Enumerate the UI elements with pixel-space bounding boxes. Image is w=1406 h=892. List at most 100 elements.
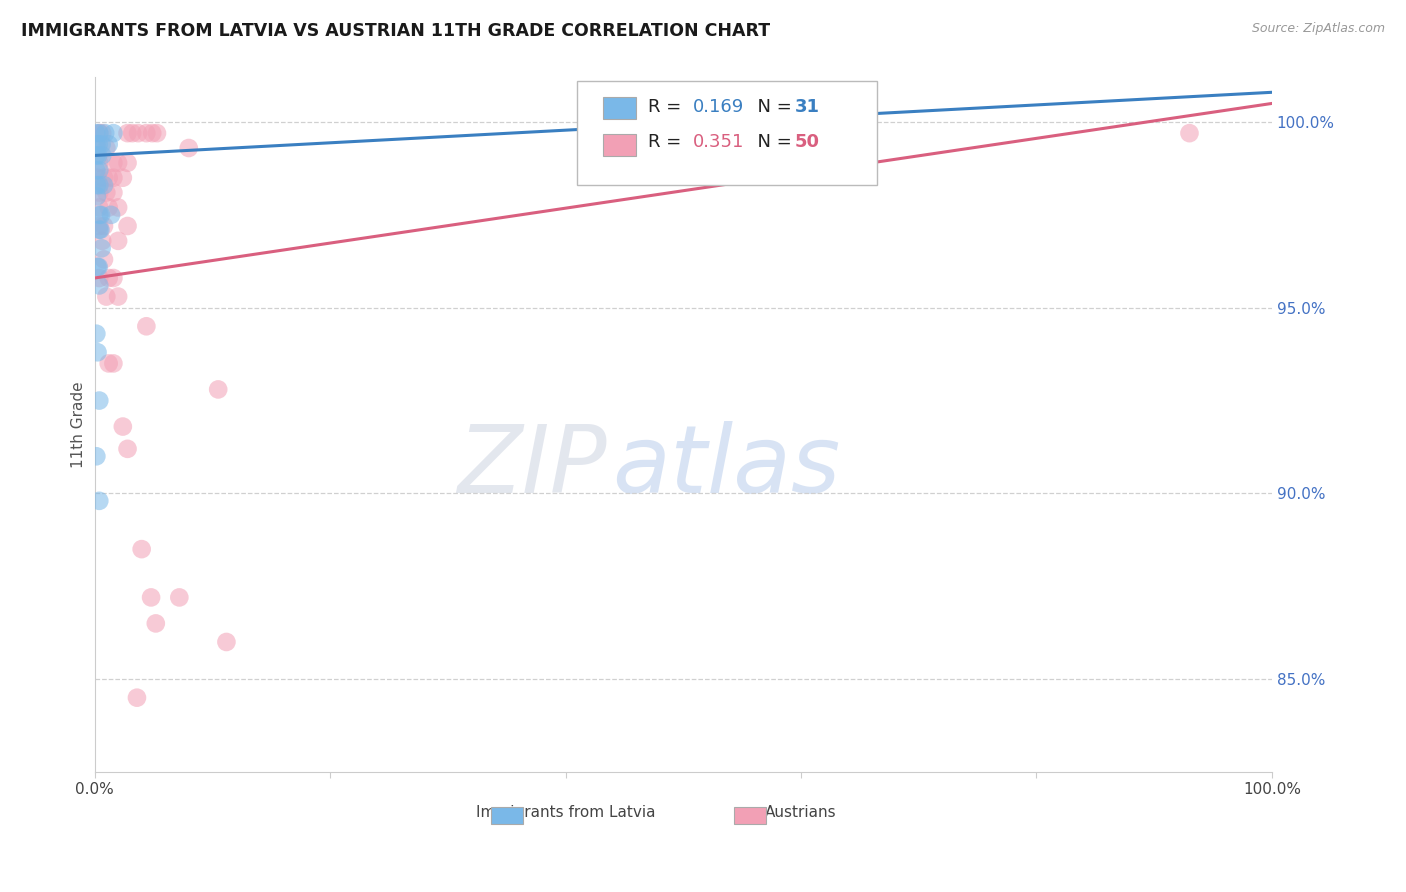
Point (111, 170, 134, 185)
Point (111, 419, 134, 434)
Point (86, 260, 108, 274)
Text: 0.351: 0.351 (693, 133, 744, 151)
Point (103, 186, 125, 200)
Point (100, 208, 122, 222)
Point (86, 148, 108, 162)
Point (86, 141, 108, 155)
Point (91, 234, 114, 248)
Point (86, 326, 108, 341)
Point (97, 137, 120, 152)
Point (89, 223, 111, 237)
Point (91, 126, 114, 140)
Point (86, 178, 108, 193)
Point (117, 442, 139, 456)
Text: Source: ZipAtlas.com: Source: ZipAtlas.com (1251, 22, 1385, 36)
Point (139, 591, 162, 605)
Text: 31: 31 (794, 98, 820, 116)
Point (96, 141, 118, 155)
Point (103, 271, 125, 285)
Point (89, 201, 111, 215)
Point (93, 252, 115, 267)
Point (87, 260, 110, 274)
Point (86, 345, 108, 359)
Point (89, 223, 111, 237)
Point (146, 126, 169, 140)
Point (93, 170, 115, 185)
FancyBboxPatch shape (491, 806, 523, 824)
Point (131, 542, 153, 557)
Point (127, 126, 149, 140)
Point (135, 319, 157, 334)
Point (103, 156, 125, 170)
Text: 50: 50 (794, 133, 820, 151)
Point (97, 356, 120, 370)
Point (86, 189, 108, 203)
Text: 0.169: 0.169 (693, 98, 744, 116)
Text: atlas: atlas (613, 421, 841, 512)
Point (89, 126, 111, 140)
Point (89, 219, 111, 233)
Point (103, 170, 125, 185)
Text: IMMIGRANTS FROM LATVIA VS AUSTRIAN 11TH GRADE CORRELATION CHART: IMMIGRANTS FROM LATVIA VS AUSTRIAN 11TH … (21, 22, 770, 40)
Point (121, 126, 143, 140)
Point (125, 690, 148, 705)
Point (93, 219, 115, 233)
Point (97, 271, 120, 285)
Text: ZIP: ZIP (457, 421, 607, 512)
Point (93, 178, 115, 193)
Point (117, 219, 139, 233)
Point (141, 126, 163, 140)
Point (107, 289, 129, 303)
FancyBboxPatch shape (603, 134, 636, 156)
Text: Immigrants from Latvia: Immigrants from Latvia (475, 805, 655, 820)
Point (89, 208, 111, 222)
Point (177, 141, 200, 155)
Point (96, 186, 118, 200)
Point (86, 450, 108, 464)
Point (89, 126, 111, 140)
Point (89, 271, 111, 285)
Text: N =: N = (745, 133, 797, 151)
FancyBboxPatch shape (734, 806, 766, 824)
Point (207, 383, 229, 397)
Point (90, 208, 112, 222)
Point (107, 201, 129, 215)
Point (107, 156, 129, 170)
Y-axis label: 11th Grade: 11th Grade (72, 382, 86, 468)
FancyBboxPatch shape (603, 97, 636, 120)
Point (91, 148, 114, 162)
Point (135, 126, 157, 140)
Point (89, 156, 111, 170)
Point (89, 186, 111, 200)
Point (89, 393, 111, 408)
Text: R =: R = (648, 98, 688, 116)
Point (90, 241, 112, 255)
Point (117, 156, 139, 170)
Point (94, 126, 117, 140)
Point (86, 126, 108, 140)
Point (89, 493, 111, 508)
Point (89, 278, 111, 293)
Point (1178, 126, 1201, 140)
Point (90, 137, 112, 152)
Point (86, 163, 108, 178)
Point (87, 148, 110, 162)
Point (103, 356, 125, 370)
Point (103, 126, 125, 140)
Point (89, 178, 111, 193)
Point (87, 137, 110, 152)
Text: N =: N = (745, 98, 797, 116)
Point (169, 591, 191, 605)
Point (215, 635, 238, 649)
Text: Austrians: Austrians (765, 805, 837, 820)
Point (86, 137, 108, 152)
Point (96, 289, 118, 303)
Point (86, 170, 108, 185)
Point (97, 170, 120, 185)
Point (117, 126, 139, 140)
Text: R =: R = (648, 133, 688, 151)
Point (89, 163, 111, 178)
Point (145, 616, 167, 631)
FancyBboxPatch shape (578, 81, 877, 186)
Point (107, 234, 129, 248)
